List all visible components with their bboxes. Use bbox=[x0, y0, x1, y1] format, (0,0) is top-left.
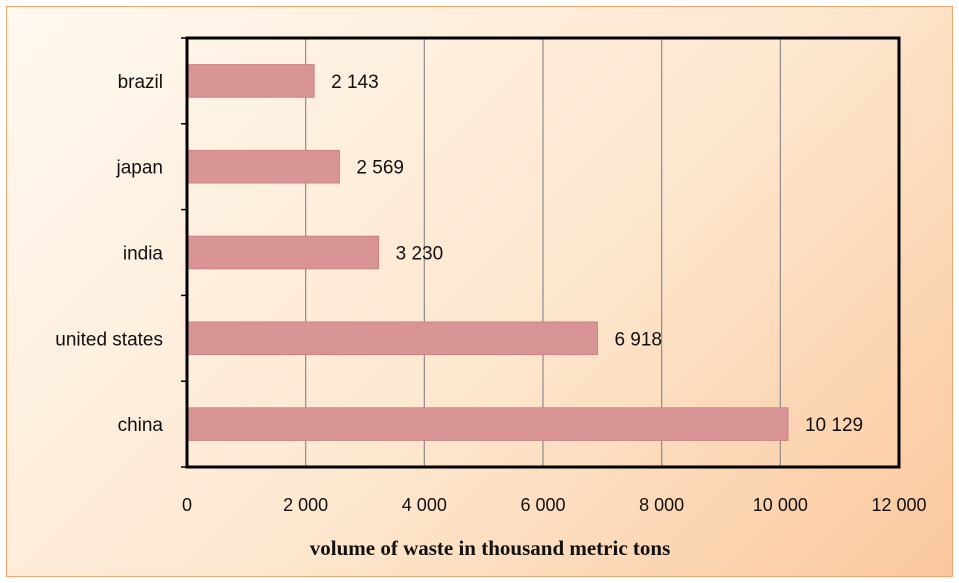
bar-united-states bbox=[187, 321, 598, 356]
category-label-japan: japan bbox=[116, 158, 164, 179]
category-label-china: china bbox=[118, 415, 164, 436]
x-tick-label-1: 2 000 bbox=[283, 495, 328, 515]
data-label-united-states: 6 918 bbox=[614, 329, 662, 350]
data-label-japan: 2 569 bbox=[356, 158, 404, 179]
x-tick-label-0: 0 bbox=[182, 495, 192, 515]
x-tick-label-3: 6 000 bbox=[520, 495, 565, 515]
x-tick-label-4: 8 000 bbox=[639, 495, 684, 515]
bar-japan bbox=[187, 149, 340, 184]
plot-area-border bbox=[185, 36, 901, 469]
x-axis-title: volume of waste in thousand metric tons bbox=[310, 536, 671, 560]
data-label-china: 10 129 bbox=[805, 415, 863, 436]
data-label-india: 3 230 bbox=[396, 244, 444, 265]
y-axis-ticks bbox=[181, 37, 187, 468]
data-labels: 2 143 2 569 3 230 6 918 10 129 bbox=[331, 72, 863, 436]
grid-lines bbox=[305, 38, 781, 467]
x-tick-labels: 0 2 000 4 000 6 000 8 000 10 000 12 000 bbox=[182, 495, 927, 515]
bars bbox=[187, 64, 789, 441]
data-label-brazil: 2 143 bbox=[331, 72, 379, 93]
x-tick-label-5: 10 000 bbox=[753, 495, 808, 515]
chart-frame bbox=[6, 6, 953, 577]
bar-brazil bbox=[187, 64, 315, 98]
bar-india bbox=[187, 235, 380, 270]
category-label-india: india bbox=[123, 244, 164, 265]
x-tick-label-2: 4 000 bbox=[402, 495, 447, 515]
category-label-brazil: brazil bbox=[118, 72, 163, 93]
category-labels: brazil japan india united states china bbox=[55, 72, 163, 436]
category-label-united-states: united states bbox=[55, 329, 163, 350]
x-tick-label-6: 12 000 bbox=[871, 495, 926, 515]
bar-china bbox=[187, 407, 789, 441]
